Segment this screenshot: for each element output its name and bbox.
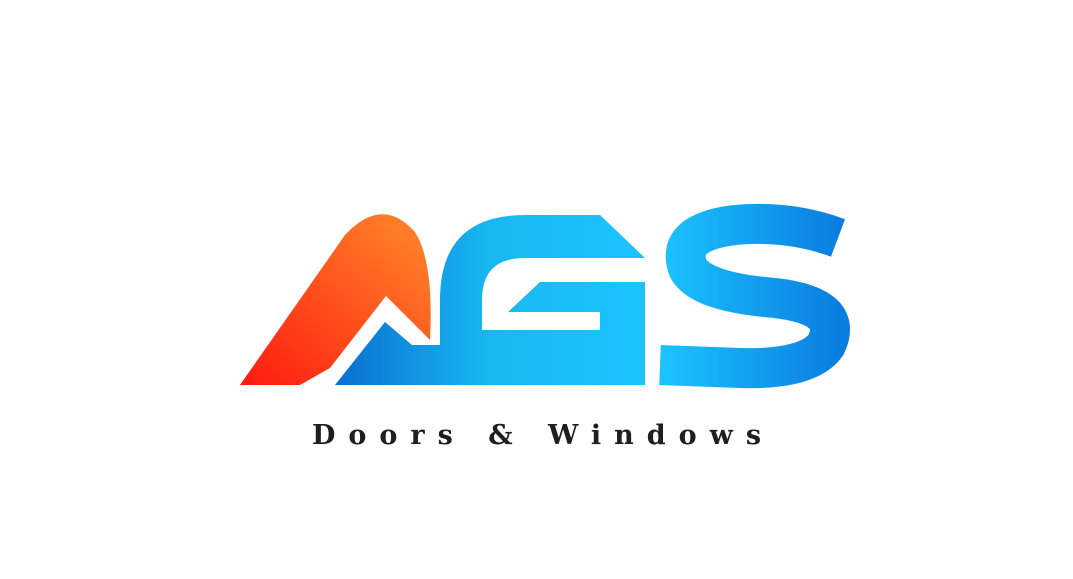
tagline: Doors & Windows — [312, 420, 774, 451]
letter-s — [659, 203, 850, 389]
letter-a — [240, 214, 431, 385]
letter-g — [335, 215, 645, 385]
